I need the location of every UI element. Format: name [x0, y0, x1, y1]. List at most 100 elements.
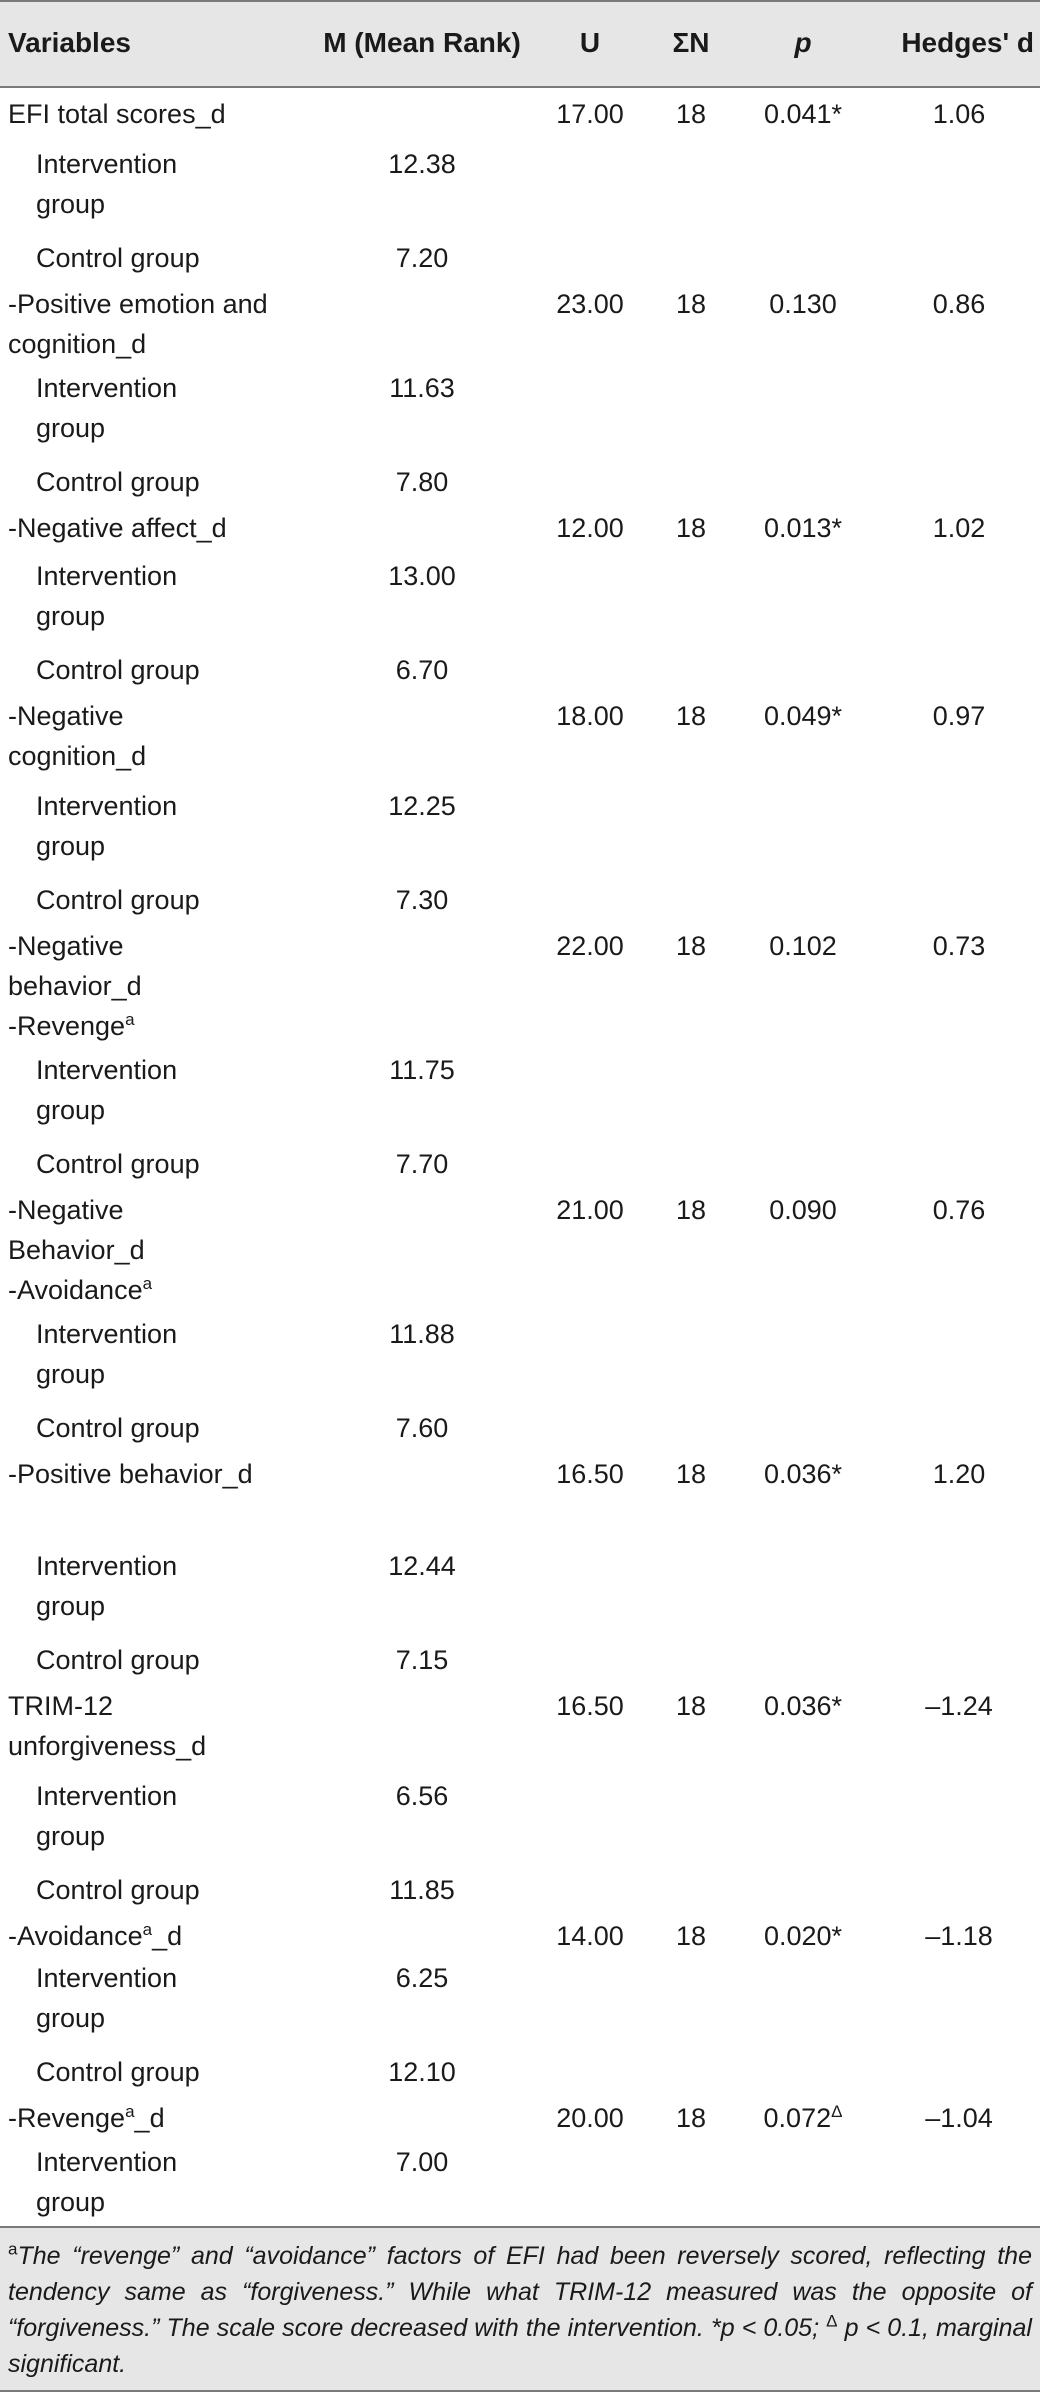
row-u-text: 16.50 — [556, 1459, 624, 1489]
row-hedges-d-text: 1.20 — [932, 1459, 986, 1489]
row-hedges-d: 1.06 — [884, 94, 1034, 134]
table-row: Control group 7.60 — [0, 1408, 1040, 1454]
row-hedges-d-text: –1.04 — [925, 2103, 993, 2133]
row-variable-text: -Negative — [8, 1195, 124, 1225]
row-mean-rank: 7.00 — [372, 2142, 472, 2182]
row-mean-rank-text: 7.80 — [395, 467, 449, 497]
row-sum-n: 18 — [660, 1686, 722, 1726]
row-variable-text: Control group — [36, 2057, 200, 2087]
row-mean-rank: 11.88 — [372, 1314, 472, 1354]
row-variable-text: -Revenge — [8, 1011, 126, 1041]
row-variable-text: Intervention group — [36, 149, 178, 219]
row-variable-line: -Negative — [8, 926, 268, 966]
row-sum-n: 18 — [660, 1190, 722, 1230]
row-hedges-d-text: 0.73 — [932, 931, 986, 961]
row-variable-text: Control group — [36, 885, 200, 915]
row-variable: Intervention group — [36, 1546, 177, 1626]
row-variable: Control group — [36, 650, 296, 690]
table-row: -Positive emotion and cognition_d 23.00 18… — [0, 284, 1040, 368]
row-variable-text: -Positive emotion and cognition_d — [8, 289, 268, 359]
table-row: Control group 7.30 — [0, 880, 1040, 926]
row-u: 23.00 — [540, 284, 640, 324]
superscript-a: a — [125, 1010, 135, 1029]
row-mean-rank-text: 6.56 — [395, 1781, 449, 1811]
row-variable-suffix: _d — [152, 1921, 183, 1951]
row-variable-text: -Positive behavior_d — [8, 1459, 253, 1489]
row-mean-rank-text: 11.85 — [389, 1875, 455, 1905]
row-sum-n-text: 18 — [675, 99, 707, 129]
row-mean-rank: 7.80 — [372, 462, 472, 502]
row-variable: Control group — [36, 238, 296, 278]
superscript-a: a — [142, 1274, 153, 1293]
row-sum-n-text: 18 — [675, 2103, 707, 2133]
row-variable: -Positive behavior_d — [8, 1454, 268, 1494]
table-row: -Positive behavior_d 16.50 18 0.036* 1.20 — [0, 1454, 1040, 1546]
row-variable-text: -Revenge — [8, 2103, 126, 2133]
row-sum-n: 18 — [660, 696, 722, 736]
row-p-text: 0.036* — [763, 1459, 843, 1489]
row-u: 14.00 — [540, 1916, 640, 1956]
row-mean-rank: 6.25 — [372, 1958, 472, 1998]
superscript-a: a — [125, 2102, 135, 2121]
footnote-marker-a: a — [8, 2239, 18, 2259]
row-variable-text: Intervention group — [36, 1055, 178, 1125]
row-mean-rank-text: 12.10 — [388, 2057, 456, 2087]
row-sum-n: 18 — [660, 926, 722, 966]
row-hedges-d: 0.76 — [884, 1190, 1034, 1230]
table-row: TRIM-12 unforgiveness_d 16.50 18 0.036* –1.2… — [0, 1686, 1040, 1776]
row-hedges-d-text: 1.06 — [932, 99, 986, 129]
row-variable-text: Intervention group — [36, 1963, 178, 2033]
row-variable-text: Intervention group — [36, 1551, 178, 1621]
row-u: 16.50 — [540, 1686, 640, 1726]
row-u: 12.00 — [540, 508, 640, 548]
row-variable-text: Control group — [36, 243, 200, 273]
row-variable: Intervention group — [36, 1050, 177, 1130]
row-variable-text: Intervention group — [36, 791, 178, 861]
row-variable: Intervention group — [36, 556, 177, 636]
row-hedges-d: –1.24 — [884, 1686, 1034, 1726]
row-variable-text: -Avoidance — [8, 1921, 143, 1951]
header-hedges-d: Hedges' d — [901, 27, 1034, 58]
row-variable: -Negative affect_d — [8, 508, 268, 548]
row-sum-n: 18 — [660, 508, 722, 548]
row-hedges-d: 1.20 — [884, 1454, 1034, 1494]
row-variable-line: Behavior_d — [8, 1230, 268, 1270]
row-mean-rank: 7.15 — [372, 1640, 472, 1680]
row-sum-n-text: 18 — [675, 1921, 707, 1951]
footnote-delta: Δ — [826, 2311, 838, 2331]
table-row: Intervention group 12.38 — [0, 144, 1040, 236]
footnote-text-a: The “revenge” and “avoidance” factors of… — [8, 2242, 1032, 2342]
row-variable: Control group — [36, 1408, 296, 1448]
row-p: 0.049* — [748, 696, 858, 736]
row-variable-text: -Negative cognition_d — [8, 701, 147, 771]
row-variable-suffix: _d — [134, 2103, 165, 2133]
row-p: 0.020* — [748, 1916, 858, 1956]
row-variable: -Positive emotion and cognition_d — [8, 284, 268, 364]
header-variables: Variables — [8, 27, 131, 58]
row-sum-n: 18 — [660, 94, 722, 134]
superscript-delta: Δ — [831, 2102, 843, 2121]
row-mean-rank-text: 7.00 — [395, 2147, 449, 2177]
row-sum-n: 18 — [660, 284, 722, 324]
row-u-text: 21.00 — [556, 1195, 624, 1225]
row-variable-text: Intervention group — [36, 373, 178, 443]
row-variable: Intervention group — [36, 368, 177, 448]
row-hedges-d-text: 0.97 — [932, 701, 986, 731]
table-row: Control group 11.85 — [0, 1870, 1040, 1916]
row-variable-text: behavior_d — [8, 971, 142, 1001]
table-row: Control group 6.70 — [0, 650, 1040, 696]
row-u-text: 18.00 — [556, 701, 624, 731]
row-p-text: 0.090 — [769, 1195, 837, 1225]
table-footnote: aThe “revenge” and “avoidance” factors o… — [0, 2226, 1040, 2392]
row-sum-n-text: 18 — [675, 1195, 707, 1225]
table-row: Control group 12.10 — [0, 2052, 1040, 2098]
row-hedges-d: 0.73 — [884, 926, 1034, 966]
row-mean-rank: 12.38 — [372, 144, 472, 184]
row-mean-rank-text: 12.25 — [388, 791, 456, 821]
row-variable-text: Control group — [36, 1413, 200, 1443]
row-variable-text: Control group — [36, 1149, 200, 1179]
row-u: 20.00 — [540, 2098, 640, 2138]
row-mean-rank-text: 6.70 — [395, 655, 449, 685]
row-mean-rank: 6.70 — [372, 650, 472, 690]
row-hedges-d: –1.18 — [884, 1916, 1034, 1956]
